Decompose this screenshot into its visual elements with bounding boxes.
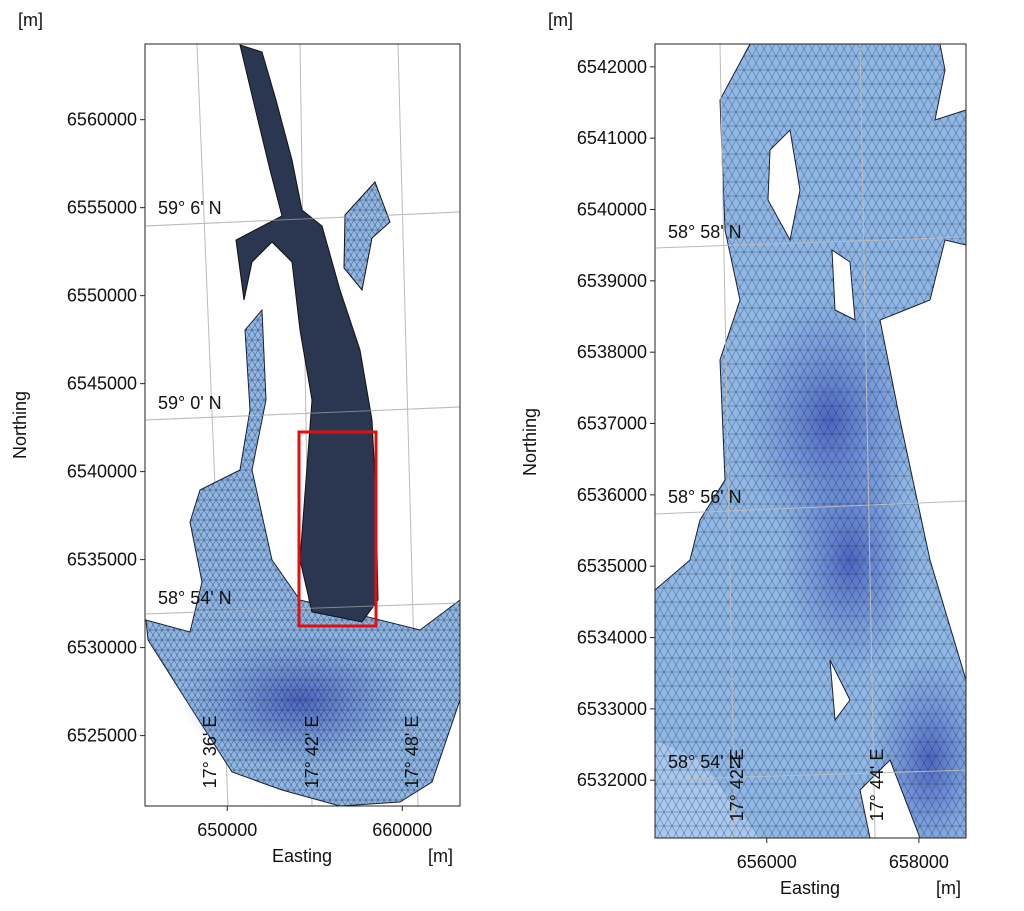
y-tick-label: 6550000: [67, 286, 137, 306]
longitude-label: 17° 44' E: [867, 749, 887, 822]
latitude-label: 59° 6' N: [158, 198, 222, 218]
left-map: [145, 44, 460, 806]
latitude-label: 58° 58' N: [668, 222, 742, 242]
y-tick-label: 6537000: [577, 414, 647, 434]
y-tick-label: 6536000: [577, 485, 647, 505]
y-tick-label: 6530000: [67, 638, 137, 658]
y-unit: [m]: [18, 10, 43, 30]
x-tick-label: 656000: [737, 852, 797, 872]
y-tick-label: 6538000: [577, 342, 647, 362]
latitude-label: 58° 56' N: [668, 487, 742, 507]
y-tick-label: 6539000: [577, 271, 647, 291]
longitude-label: 17° 42' E: [727, 749, 747, 822]
right-map: [655, 44, 966, 838]
x-tick-label: 658000: [889, 852, 949, 872]
y-unit: [m]: [548, 10, 573, 30]
x-axis-title: Easting: [272, 846, 332, 866]
x-axis-title: Easting: [780, 878, 840, 898]
y-tick-label: 6535000: [577, 556, 647, 576]
y-axis-title: Northing: [10, 391, 30, 459]
latitude-label: 59° 0' N: [158, 393, 222, 413]
right-frame: [654, 43, 967, 839]
y-tick-label: 6542000: [577, 57, 647, 77]
x-tick-label: 650000: [197, 820, 257, 840]
y-tick-label: 6525000: [67, 726, 137, 746]
longitude-label: 17° 36' E: [200, 716, 220, 789]
y-tick-label: 6540000: [577, 200, 647, 220]
lake-north: [235, 44, 379, 623]
y-tick-label: 6545000: [67, 374, 137, 394]
y-tick-label: 6541000: [577, 128, 647, 148]
latitude-label: 58° 54' N: [668, 752, 742, 772]
x-unit: [m]: [936, 878, 961, 898]
x-unit: [m]: [428, 846, 453, 866]
y-tick-label: 6533000: [577, 699, 647, 719]
zoom-box: [297, 430, 378, 628]
y-tick-label: 6555000: [67, 198, 137, 218]
longitude-label: 17° 48' E: [402, 716, 422, 789]
latitude-label: 58° 54' N: [158, 588, 232, 608]
y-axis-title: Northing: [520, 408, 540, 476]
y-tick-label: 6560000: [67, 110, 137, 130]
left-frame: [144, 43, 461, 807]
y-tick-label: 6535000: [67, 550, 137, 570]
x-tick-label: 660000: [372, 820, 432, 840]
y-tick-label: 6532000: [577, 770, 647, 790]
y-tick-label: 6534000: [577, 628, 647, 648]
longitude-label: 17° 42' E: [302, 716, 322, 789]
land: [655, 44, 966, 838]
y-tick-label: 6540000: [67, 462, 137, 482]
